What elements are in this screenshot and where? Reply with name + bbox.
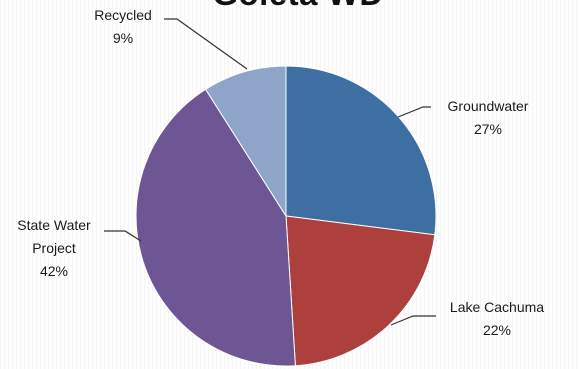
- pie-slice-groundwater: [285, 65, 437, 236]
- pie-slice-lake-cachuma: [285, 215, 436, 367]
- leader-line-recycled: [164, 18, 248, 70]
- leader-line-groundwater: [397, 106, 431, 118]
- slice-label-lake-cachuma: Lake Cachuma 22%: [449, 299, 545, 338]
- slice-label-recycled: Recycled 9%: [94, 7, 152, 46]
- slice-label-groundwater: Groundwater 27%: [447, 98, 529, 137]
- slice-label-state-water-project: State Water Project 42%: [17, 217, 91, 279]
- pie-slices: [135, 65, 437, 367]
- leader-line-state-water-project: [104, 230, 142, 242]
- pie-slice-state-water-project: [135, 88, 296, 367]
- leader-lines: [104, 18, 436, 326]
- pie-slice-recycled: [204, 65, 287, 218]
- leader-line-lake-cachuma: [390, 315, 436, 326]
- chart-title: Goleta WD: [198, 0, 398, 10]
